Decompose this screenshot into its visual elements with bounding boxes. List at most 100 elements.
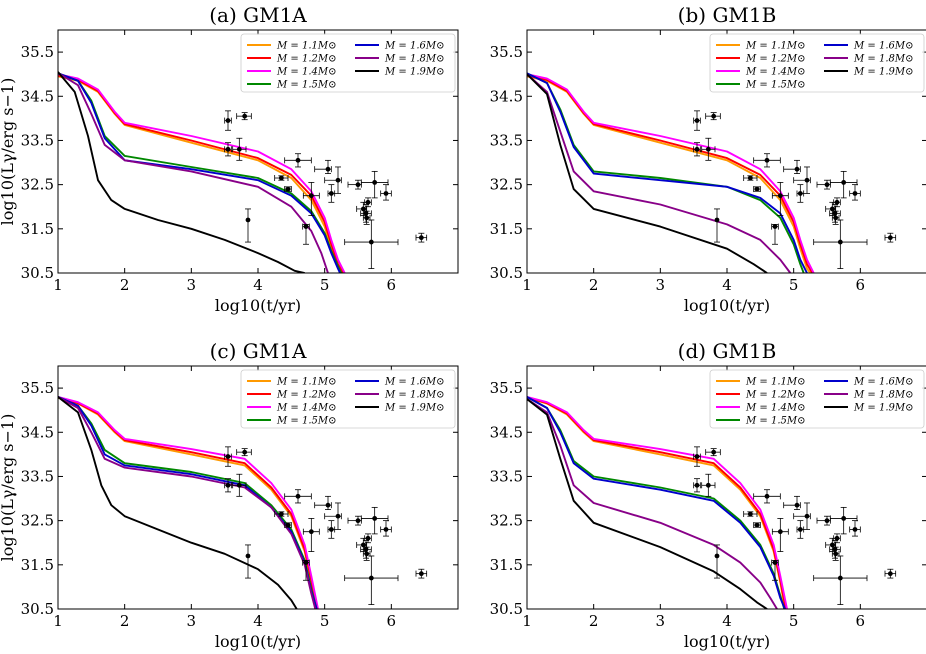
obs-point-10 [308,193,314,199]
series-line-3 [58,73,346,273]
obs-point-8 [295,493,301,499]
legend-label-5: M = 1.6M⊙ [384,377,445,388]
legend-label-6: M = 1.8M⊙ [384,390,445,401]
legend-label-7: M = 1.9M⊙ [853,403,914,414]
chart-panel-4: (d) GM1B 1 2 3 4 5 6 30.5 31.5 32.5 33.5 34.5 35.5 lo… [490,339,926,651]
x-tick-label-1: 1 [522,276,532,294]
obs-point-18 [834,535,840,541]
x-tick-label-5: 5 [789,276,799,294]
obs-point-21 [383,191,389,196]
obs-point-7 [754,522,760,528]
obs-point-8 [764,157,770,163]
obs-point-8 [764,493,770,499]
obs-point-14 [355,518,361,524]
obs-point-17 [833,551,839,557]
series-line-2 [58,396,318,609]
obs-point-18 [365,199,371,205]
y-tick-label-3: 32.5 [21,176,54,194]
x-tick-label-2: 2 [589,612,599,630]
legend-label-2: M = 1.2M⊙ [745,390,806,401]
series-line-7 [527,398,768,609]
y-axis-label: log10(Lγ/erg s−1) [0,78,17,226]
obs-point-22 [887,571,893,577]
chart-panel-2: (b) GM1B 1 2 3 4 5 6 30.5 31.5 32.5 33.5 34.5 35.5 lo… [490,3,926,315]
obs-point-19 [837,575,843,581]
obs-point-5 [714,553,720,559]
obs-point-3 [236,482,242,488]
obs-point-21 [383,527,389,532]
legend-label-2: M = 1.2M⊙ [276,54,337,65]
obs-point-1 [225,454,231,459]
obs-point-16 [363,546,369,552]
x-axis-label: log10(t/yr) [684,632,770,651]
y-tick-label-2: 31.5 [490,556,523,574]
y-tick-label-5: 34.5 [490,87,523,105]
legend-label-4: M = 1.5M⊙ [276,416,337,427]
obs-point-4 [711,449,717,455]
observations-group [224,110,428,269]
x-tick-label-4: 4 [253,612,263,630]
legend-label-7: M = 1.9M⊙ [384,403,445,414]
series-line-6 [527,73,792,273]
obs-point-17 [833,215,839,221]
obs-point-12 [797,191,803,196]
obs-point-3 [236,146,242,152]
y-tick-label-1: 30.5 [21,600,54,618]
x-tick-label-5: 5 [320,612,330,630]
obs-point-14 [824,518,830,524]
obs-point-12 [797,527,803,532]
x-tick-label-6: 6 [387,612,397,630]
obs-point-13 [335,513,341,519]
legend-label-3: M = 1.4M⊙ [745,403,806,414]
obs-point-5 [714,217,720,223]
obs-point-6 [278,175,284,181]
y-tick-label-1: 30.5 [490,600,523,618]
series-line-2 [527,396,787,609]
legend-label-4: M = 1.5M⊙ [745,416,806,427]
obs-point-4 [242,449,248,455]
x-tick-label-3: 3 [656,276,666,294]
obs-point-1 [225,118,231,123]
legend-label-7: M = 1.9M⊙ [853,67,914,78]
y-tick-label-4: 33.5 [490,131,523,149]
y-tick-label-4: 33.5 [21,131,54,149]
observations-group [693,446,897,605]
series-line-7 [58,71,305,273]
series-line-6 [527,398,778,609]
chart-title: (a) GM1A [209,3,307,27]
y-tick-label-6: 35.5 [21,379,54,397]
obs-point-6 [747,175,753,181]
x-tick-label-5: 5 [320,276,330,294]
obs-point-16 [832,546,838,552]
x-tick-label-2: 2 [589,276,599,294]
obs-point-20 [841,516,847,521]
obs-point-2 [225,482,231,488]
y-tick-label-6: 35.5 [21,43,54,61]
obs-point-14 [824,182,830,188]
series-line-3 [58,395,319,609]
x-tick-label-6: 6 [387,276,397,294]
legend-label-6: M = 1.8M⊙ [384,54,445,65]
legend-label-3: M = 1.4M⊙ [276,67,337,78]
chart-title: (c) GM1A [210,339,307,363]
obs-point-20 [372,516,378,521]
legend-box [709,369,925,429]
chart-title: (b) GM1B [678,3,777,27]
x-tick-label-3: 3 [187,612,197,630]
series-line-7 [527,73,768,273]
obs-point-22 [418,235,424,241]
obs-point-14 [355,182,361,188]
series-line-1 [58,396,317,609]
legend-label-2: M = 1.2M⊙ [745,54,806,65]
obs-point-15 [360,206,366,212]
x-axis-label: log10(t/yr) [215,632,301,651]
obs-point-10 [308,529,314,535]
obs-point-22 [887,235,893,241]
y-tick-label-4: 33.5 [490,467,523,485]
obs-point-4 [711,113,717,119]
y-tick-label-1: 30.5 [490,264,523,282]
obs-point-9 [303,560,309,566]
series-group [527,72,815,273]
